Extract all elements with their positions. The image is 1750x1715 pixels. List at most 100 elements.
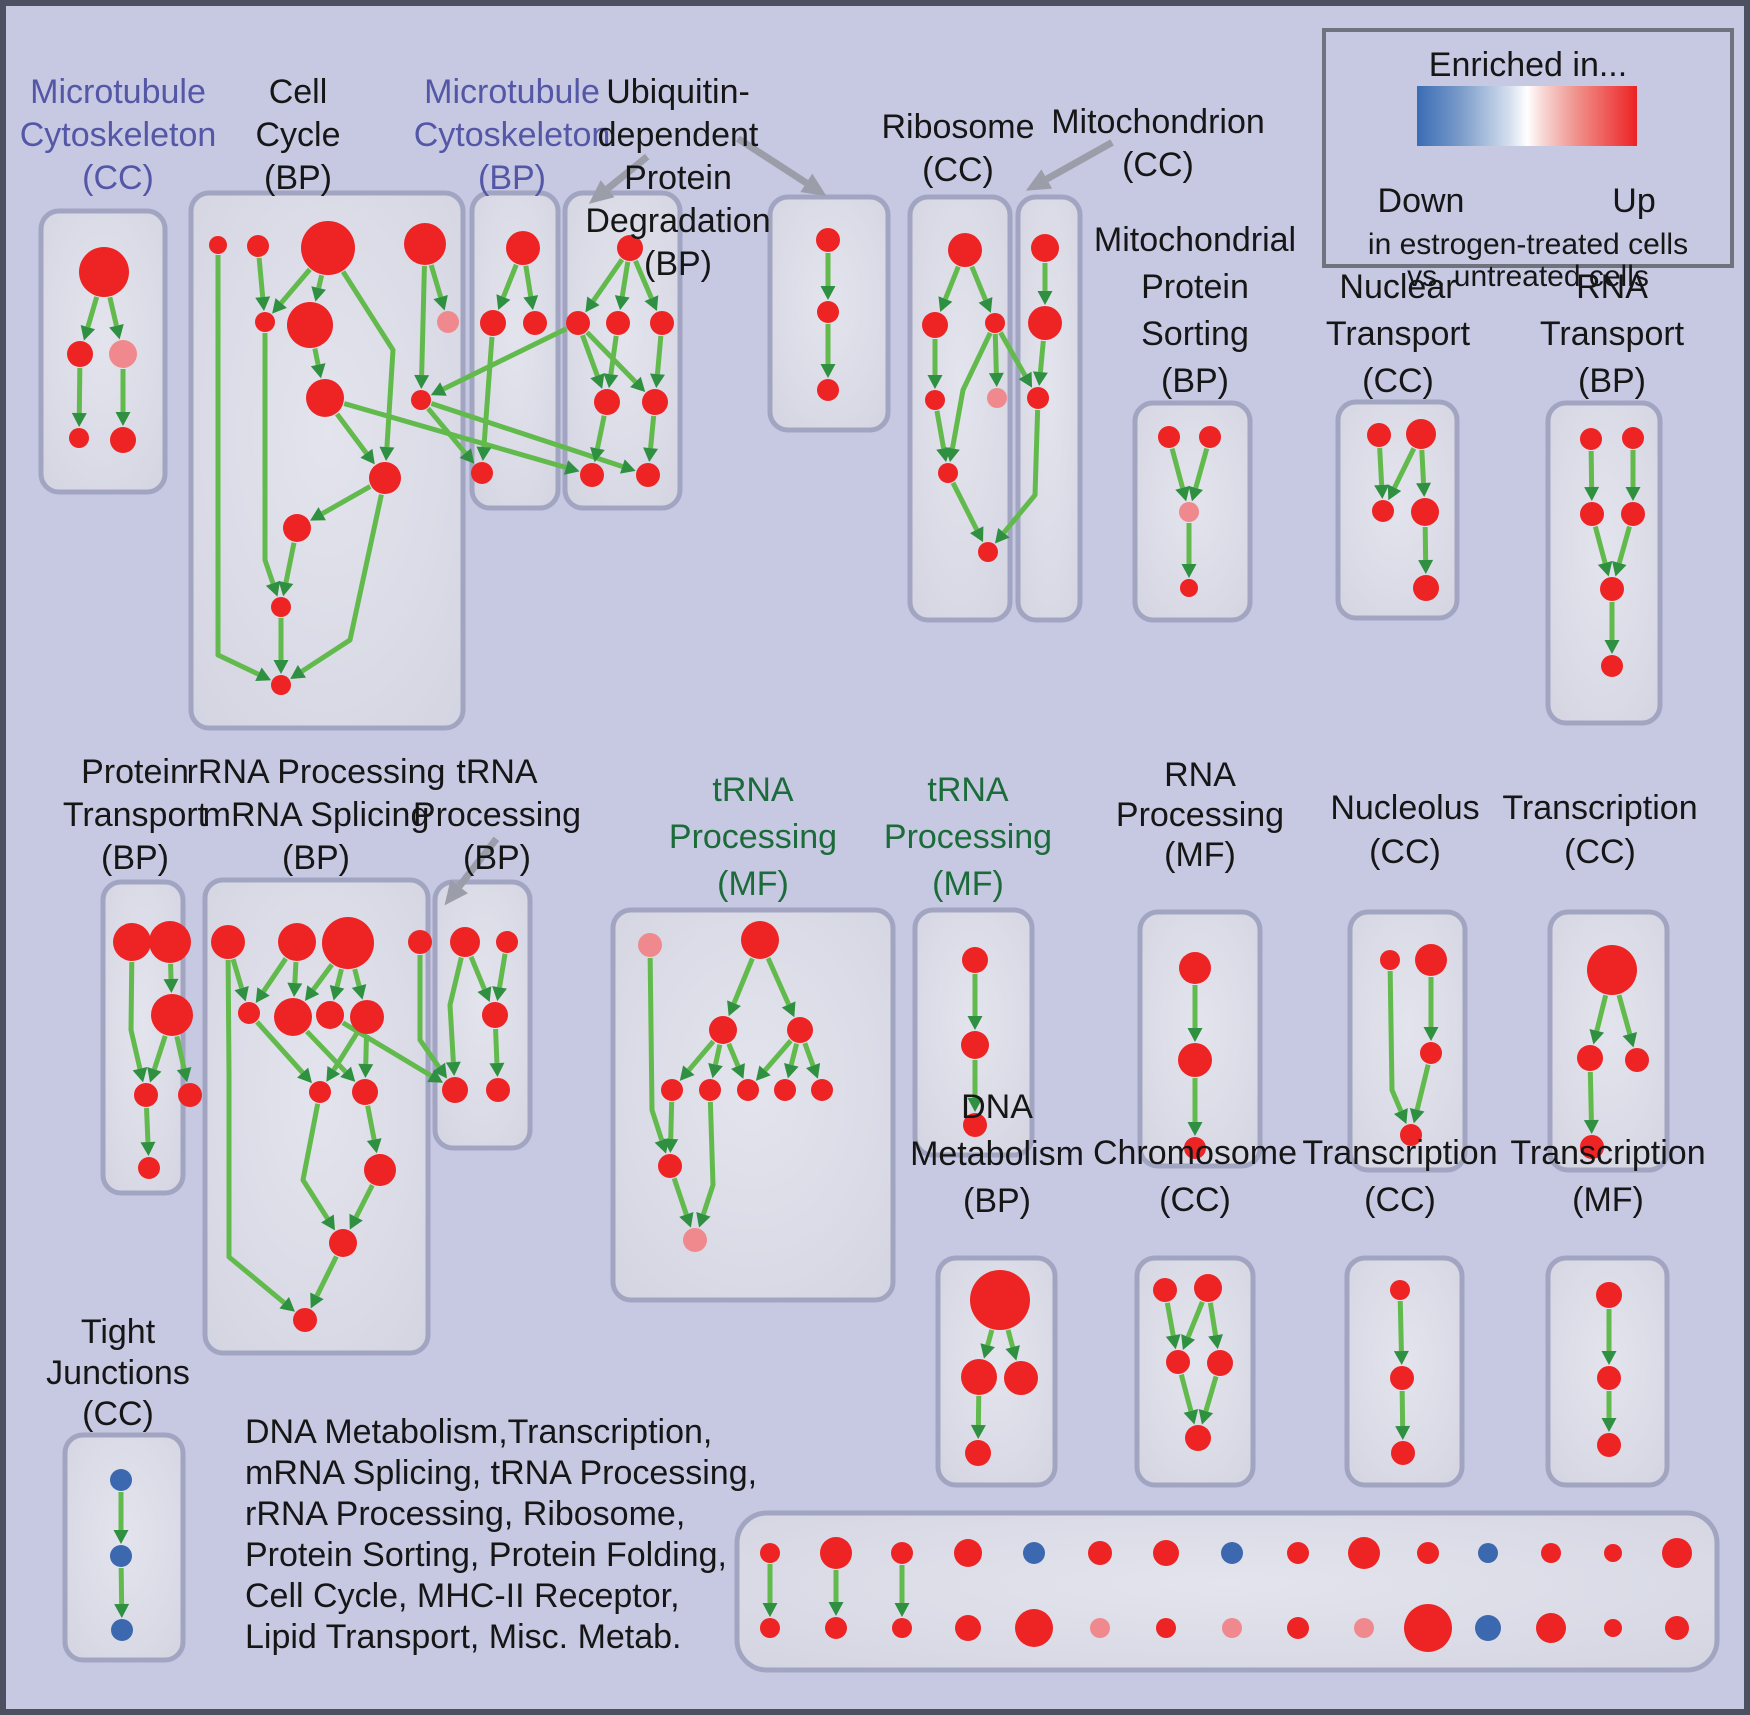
edge-arrow-head	[427, 1069, 443, 1083]
edge-arrow	[1203, 1375, 1219, 1412]
go-term-node	[1178, 1043, 1212, 1077]
go-term-node	[1600, 577, 1624, 601]
edge-arrow-head	[696, 1212, 711, 1228]
edge-arrow	[950, 481, 979, 531]
edge-arrow	[225, 959, 286, 1305]
edge-arrow	[256, 257, 266, 298]
go-term-node	[1179, 952, 1211, 984]
edge-arrow-head	[279, 1296, 295, 1312]
edge-arrow-head	[414, 374, 430, 390]
edge-arrow-head	[784, 1062, 799, 1079]
go-term-node	[283, 514, 311, 542]
go-term-node	[301, 221, 355, 275]
edge-arrow-head	[1032, 371, 1048, 387]
go-term-node	[506, 231, 540, 265]
go-term-node	[1221, 1542, 1243, 1564]
edge-arrow-head	[379, 446, 395, 462]
go-term-node	[322, 917, 374, 969]
edge-arrow	[648, 415, 657, 449]
go-term-node	[1004, 1361, 1038, 1395]
go-term-node	[638, 933, 662, 957]
edge-arrow-head	[820, 286, 836, 300]
edge-arrow-head	[459, 448, 475, 464]
edge-arrow-head	[1187, 1122, 1203, 1136]
edge-arrow	[949, 331, 993, 449]
go-term-node	[1179, 502, 1199, 522]
edge-arrow-head	[492, 986, 507, 1002]
edge-arrow-head	[1175, 485, 1190, 502]
go-term-node	[987, 388, 1007, 408]
go-term-node	[1088, 1541, 1112, 1565]
edge-arrow-head	[679, 1212, 694, 1228]
edge-arrow-head	[432, 1062, 447, 1079]
go-term-node	[1597, 1433, 1621, 1457]
edge-arrow-head	[563, 460, 580, 475]
go-term-node	[329, 1229, 357, 1257]
edge-arrow	[76, 367, 83, 414]
edge-arrow-head	[297, 1067, 312, 1084]
go-term-node	[293, 1308, 317, 1332]
edge-arrow	[763, 1038, 793, 1072]
edge-arrow-head	[643, 447, 659, 463]
go-term-node	[978, 542, 998, 562]
go-term-node	[209, 236, 227, 254]
edge-arrow-head	[644, 295, 659, 312]
go-term-node	[594, 389, 620, 415]
go-term-node	[411, 390, 431, 410]
go-term-node	[1404, 1604, 1452, 1652]
edge-arrow	[1377, 447, 1385, 486]
edge-arrow-head	[781, 1001, 796, 1018]
go-term-node	[111, 1619, 133, 1641]
edge-arrow-head	[1418, 559, 1434, 575]
edge-arrow-head	[272, 298, 287, 314]
go-term-node	[760, 1543, 780, 1563]
go-term-node	[661, 1079, 683, 1101]
edge-arrow-head	[311, 286, 326, 302]
edge-arrow	[314, 1255, 339, 1297]
edge-arrow	[363, 1034, 370, 1065]
edge-arrow	[654, 335, 664, 375]
edge-arrow	[686, 1039, 716, 1072]
go-term-node	[437, 311, 459, 333]
edge-arrow-head	[278, 581, 294, 597]
edge-arrow-head	[430, 382, 447, 396]
edge-arrow	[943, 265, 961, 300]
edge-arrow-head	[80, 325, 96, 341]
go-term-node	[642, 389, 668, 415]
edge-arrow-head	[1387, 484, 1402, 501]
edge-arrow-head	[1583, 1119, 1599, 1135]
edge-arrow	[934, 410, 947, 449]
edge-arrow	[992, 333, 999, 374]
go-term-node	[1622, 427, 1644, 449]
edge-arrow-head	[967, 1016, 983, 1030]
edge-arrow	[419, 265, 427, 376]
go-term-node	[1180, 579, 1198, 597]
edge-arrow-head	[489, 1062, 505, 1078]
go-term-node	[1031, 234, 1059, 262]
go-term-node	[606, 311, 630, 335]
edge-arrow-head	[255, 667, 272, 682]
go-term-node	[1222, 1618, 1242, 1638]
group-box-microtubule-bp	[469, 190, 561, 511]
edge-arrow-head	[1037, 291, 1053, 305]
edge-arrow	[1001, 409, 1041, 535]
go-term-node	[1601, 655, 1623, 677]
edge-arrow-head	[358, 1063, 374, 1079]
edge-arrow-head	[310, 363, 326, 379]
edge-arrow	[353, 1184, 375, 1219]
edge-arrow	[334, 412, 369, 455]
label-pointer-arrow-head	[444, 879, 468, 906]
go-term-node	[1348, 1537, 1380, 1569]
go-term-node	[1400, 1124, 1422, 1146]
edge-arrow	[300, 494, 384, 674]
go-term-node	[1390, 1280, 1410, 1300]
edge-arrow	[1616, 994, 1633, 1035]
go-term-node	[274, 998, 312, 1036]
go-term-node	[1577, 1045, 1603, 1071]
go-term-node	[1406, 419, 1436, 449]
edge-arrow-head	[590, 373, 605, 389]
go-term-node	[1580, 1135, 1604, 1159]
edges-layer	[71, 253, 1641, 1619]
go-term-node	[1015, 1609, 1053, 1647]
